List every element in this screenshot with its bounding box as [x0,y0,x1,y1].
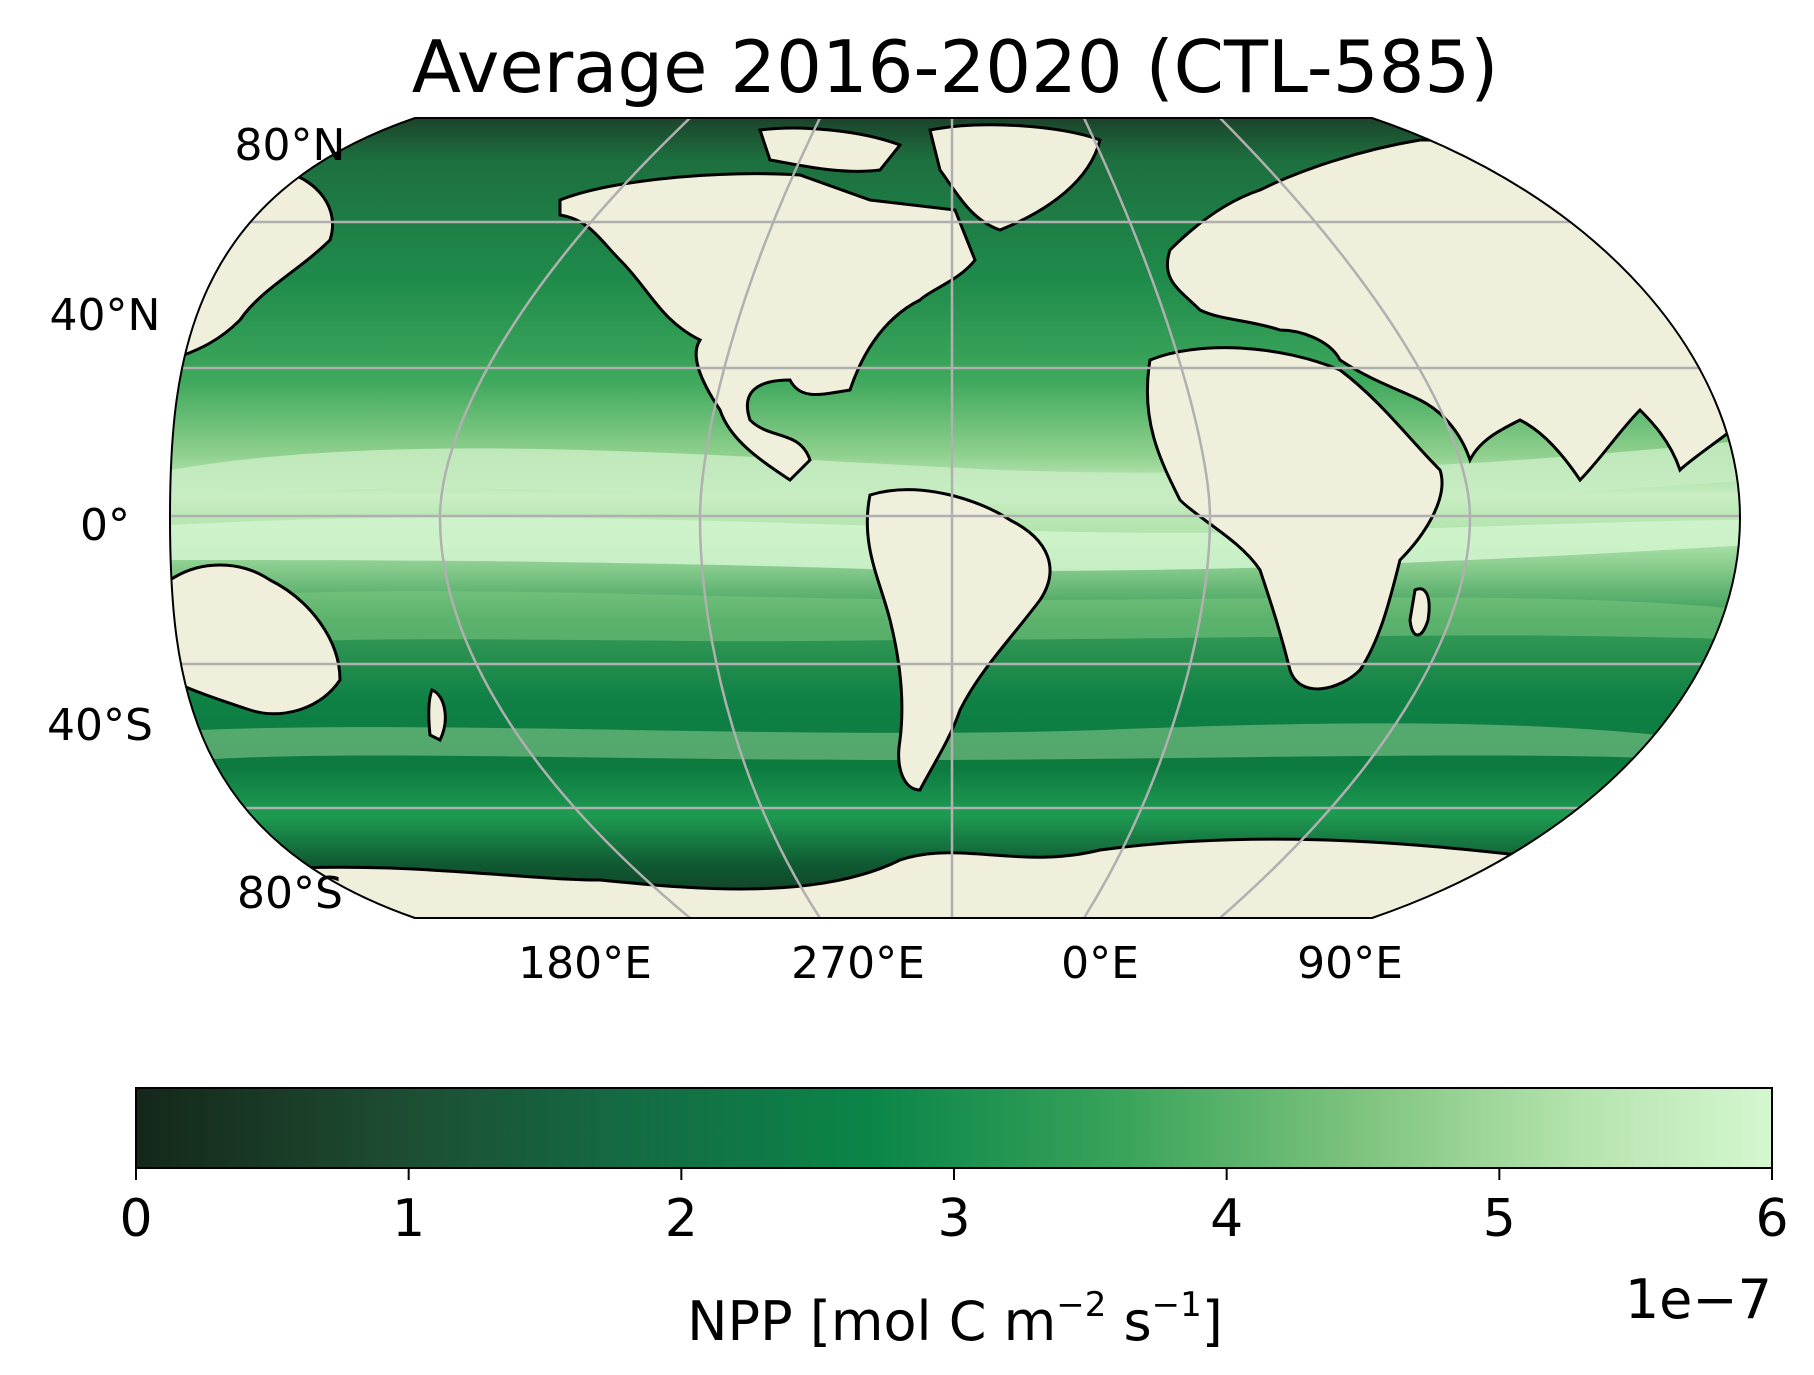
north-america [558,172,977,482]
madagascar [1408,587,1431,637]
south-america [865,488,1052,792]
colorbar-tick-label: 5 [1483,1189,1516,1249]
australia [170,563,342,716]
globe-outline [168,117,1742,919]
colorbar-tick-label: 0 [119,1189,152,1249]
colorbar-tick-label: 3 [937,1189,970,1249]
colorbar: 0 1 2 3 4 5 6 NPP [mol C m−2 s−1] 1e−7 [119,1087,1789,1353]
globe [170,118,1740,918]
colorbar-ticks: 0 1 2 3 4 5 6 [119,1168,1789,1249]
southern-ocean-band [200,723,1700,760]
map-title: Average 2016-2020 (CTL-585) [412,25,1499,109]
colorbar-label-mid: s [1106,1290,1151,1353]
lat-label-80s: 80°S [237,868,343,919]
lat-label-0: 0° [80,500,130,551]
colorbar-label-end: ] [1202,1290,1223,1353]
colorbar-gradient [135,1087,1773,1169]
colorbar-tick-label: 1 [392,1189,425,1249]
lat-label-40n: 40°N [50,290,161,341]
colorbar-label: NPP [mol C m−2 s−1] [687,1285,1223,1353]
africa [1145,346,1444,691]
lon-label-180e: 180°E [518,938,652,989]
new-zealand [427,688,447,743]
lon-label-270e: 270°E [791,938,925,989]
colorbar-multiplier: 1e−7 [1625,1268,1772,1331]
lon-line-w1 [698,118,822,918]
colorbar-tick-label: 2 [665,1189,698,1249]
colorbar-label-exp1: −2 [1056,1285,1106,1325]
lon-line-e1 [1082,118,1212,918]
colorbar-tick-label: 4 [1210,1189,1243,1249]
lat-label-40s: 40°S [47,700,153,751]
colorbar-tick-label: 6 [1755,1189,1788,1249]
lat-label-80n: 80°N [235,120,346,171]
lon-label-90e: 90°E [1297,938,1403,989]
greenland [928,123,1102,232]
lon-label-0e: 0°E [1061,938,1139,989]
lon-line-e2 [1219,118,1472,918]
colorbar-label-main: NPP [mol C m [687,1290,1056,1353]
arctic-islands [757,126,903,173]
lon-line-w2 [438,118,691,918]
graticule [170,118,1740,918]
colorbar-label-exp2: −1 [1152,1285,1202,1325]
